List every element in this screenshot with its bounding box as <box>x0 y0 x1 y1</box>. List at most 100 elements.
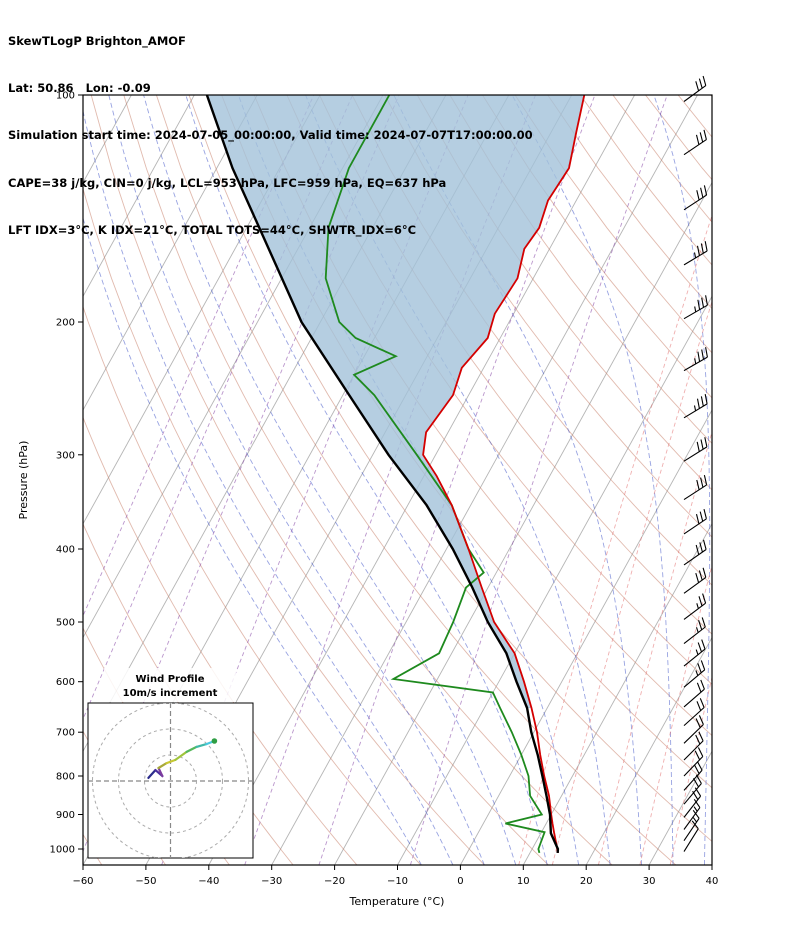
x-axis-label: Temperature (°C) <box>349 895 445 908</box>
wind-barb <box>683 715 704 744</box>
moist-adiabat <box>108 95 485 865</box>
hodograph-title: Wind Profile <box>136 674 205 685</box>
x-tick-label: 40 <box>706 876 719 887</box>
dry-adiabat <box>384 95 712 538</box>
y-tick-label: 900 <box>56 810 75 821</box>
mixing-ratio-line <box>83 95 354 721</box>
mixing-ratio-line <box>597 430 712 865</box>
moist-adiabat <box>185 95 548 865</box>
wind-barb <box>683 820 699 852</box>
y-tick-label: 400 <box>56 545 75 556</box>
wind-barb <box>683 347 708 372</box>
isotherm <box>397 295 712 865</box>
indices-line-1: CAPE=38 j/kg, CIN=0 j/kg, LCL=953 hPa, L… <box>8 175 447 190</box>
wind-barb <box>683 295 708 320</box>
hodograph-ring <box>118 728 223 834</box>
hodograph-trace-segment <box>195 742 208 749</box>
dry-adiabat <box>677 95 712 138</box>
dewpoint-curve <box>324 95 546 854</box>
moist-adiabat <box>237 95 580 865</box>
wind-barb <box>683 393 708 419</box>
hodograph-end-marker <box>211 738 218 744</box>
dry-adiabat <box>351 95 712 586</box>
hodograph-trace-segment <box>174 750 188 762</box>
dry-adiabat <box>710 95 712 98</box>
hodograph-inset: Wind Profile 10m/s increment <box>87 668 254 859</box>
hodograph-ring <box>92 703 249 858</box>
dry-adiabat <box>645 95 712 181</box>
x-tick-label: −20 <box>324 876 345 887</box>
dry-adiabat <box>514 95 712 354</box>
moist-adiabat <box>83 216 422 865</box>
y-tick-label: 600 <box>56 677 75 688</box>
hodograph-trace-segment <box>165 758 177 765</box>
hodograph-trace-segment <box>157 761 168 770</box>
mixing-ratio-line <box>551 300 712 865</box>
wind-barbs <box>683 75 708 852</box>
wind-barb <box>683 437 708 462</box>
isotherm <box>83 95 195 298</box>
x-tick-label: 0 <box>457 876 463 887</box>
mixing-ratio-line <box>409 95 668 865</box>
dry-adiabat <box>90 95 549 865</box>
dry-adiabat <box>286 95 712 685</box>
wind-barb <box>683 185 708 211</box>
y-tick-label: 700 <box>56 728 75 739</box>
mixing-ratio-line <box>639 563 712 865</box>
temperature-curve <box>422 95 586 853</box>
dry-adiabat <box>416 95 712 491</box>
plot-title: SkewTLogP Brighton_AMOF <box>8 33 186 48</box>
wind-barb <box>683 567 707 594</box>
dry-adiabat <box>83 305 422 865</box>
moist-adiabat <box>653 95 711 865</box>
wind-barb <box>683 241 708 266</box>
wind-barb <box>683 639 706 667</box>
y-tick-label: 300 <box>56 450 75 461</box>
dry-adiabat <box>612 95 712 223</box>
sounding-profiles <box>205 95 586 854</box>
mixing-ratio-line <box>518 214 712 865</box>
cape-area <box>206 95 585 708</box>
x-tick-label: −40 <box>198 876 219 887</box>
wind-barb <box>683 539 707 566</box>
isotherm <box>711 864 712 865</box>
isotherm <box>271 95 698 865</box>
wind-barb <box>683 798 701 830</box>
isotherm <box>83 95 258 411</box>
wind-barb <box>683 809 700 842</box>
x-tick-label: −60 <box>72 876 93 887</box>
hodograph-ring <box>144 754 197 808</box>
hodograph-trace-segment <box>157 766 164 778</box>
y-tick-label: 800 <box>56 772 75 783</box>
moist-adiabat <box>305 95 611 865</box>
times-line: Simulation start time: 2024-07-05_00:00:… <box>8 128 533 143</box>
hodograph-trace-segment <box>185 745 198 754</box>
wind-barb <box>683 660 706 688</box>
x-tick-label: 30 <box>643 876 656 887</box>
parcel-curve <box>205 95 560 853</box>
x-tick-label: −50 <box>135 876 156 887</box>
hodograph-trace-segment <box>147 768 157 780</box>
wind-barb <box>683 761 703 791</box>
y-tick-label: 100 <box>56 91 75 102</box>
dry-adiabat <box>83 187 485 865</box>
wind-barb <box>683 679 705 708</box>
dry-adiabat <box>188 95 712 842</box>
isotherm <box>585 636 712 865</box>
mixing-ratio-line <box>669 675 712 865</box>
hodograph-subtitle: 10m/s increment <box>123 688 218 699</box>
wind-barb <box>683 617 706 645</box>
indices-line-2: LFT IDX=3°C, K IDX=21°C, TOTAL TOTS=44°C… <box>8 223 417 238</box>
dry-adiabat <box>155 95 677 865</box>
y-tick-label: 200 <box>56 318 75 329</box>
wind-barb <box>683 593 707 620</box>
wind-barb <box>683 787 702 818</box>
dry-adiabat <box>83 416 358 865</box>
wind-barb <box>683 129 707 156</box>
dry-adiabat <box>123 95 613 865</box>
moist-adiabat <box>83 109 454 865</box>
moist-adiabat <box>143 95 517 865</box>
wind-barb <box>683 75 707 102</box>
x-tick-label: −30 <box>261 876 282 887</box>
